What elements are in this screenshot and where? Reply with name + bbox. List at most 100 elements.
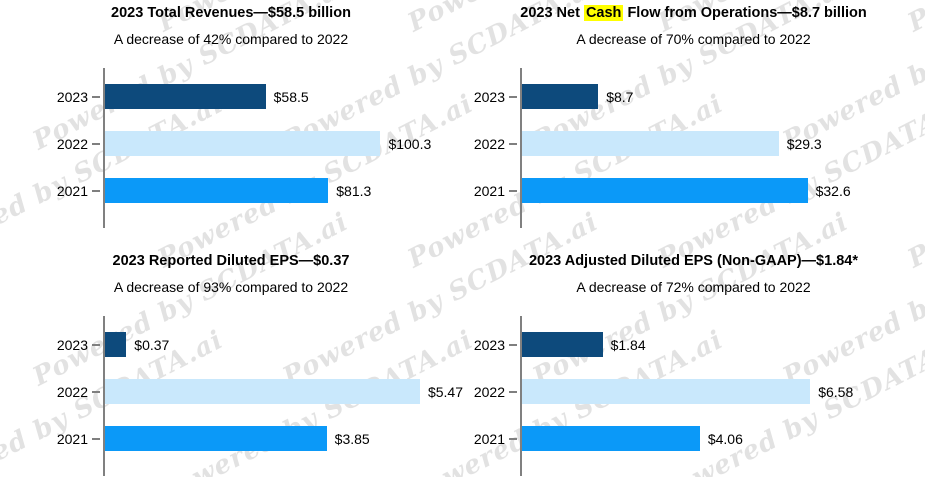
bar-2023 xyxy=(522,332,603,357)
bar-2023 xyxy=(105,84,266,109)
axis-tick xyxy=(509,95,517,98)
bar-area: $1.84 xyxy=(520,332,925,357)
year-label: 2023 xyxy=(56,336,88,353)
chart-title: 2023 Net Cash Flow from Operations—$8.7 … xyxy=(462,4,925,22)
value-label: $0.37 xyxy=(134,336,170,353)
value-label: $29.3 xyxy=(786,135,822,152)
bar-row-2021: 2021 $3.85 xyxy=(0,415,462,462)
chart-title: 2023 Total Revenues—$58.5 billion xyxy=(0,4,462,22)
bar-2021 xyxy=(522,426,700,451)
chart-net-cash-flow: 2023 Net Cash Flow from Operations—$8.7 … xyxy=(462,0,925,248)
title-text: 2023 Net xyxy=(520,5,584,21)
axis-tick xyxy=(92,390,100,393)
year-label: 2022 xyxy=(56,135,88,152)
bar-row-2023: 2023 $8.7 xyxy=(462,73,925,120)
bar-row-2023: 2023 $1.84 xyxy=(462,321,925,368)
y-axis-line xyxy=(103,316,105,476)
chart-adjusted-diluted-eps: 2023 Adjusted Diluted EPS (Non-GAAP)—$1.… xyxy=(462,248,925,477)
y-axis-line xyxy=(103,68,105,228)
bar-row-2021: 2021 $81.3 xyxy=(0,167,462,214)
bar-area: $0.37 xyxy=(103,332,462,357)
title-text: 2023 Reported Diluted EPS—$0.37 xyxy=(112,253,350,269)
plot-area: 2023 $58.5 2022 $100.3 2021 $81.3 xyxy=(0,68,462,228)
y-axis-line xyxy=(520,316,522,476)
year-label: 2022 xyxy=(56,383,88,400)
year-label: 2021 xyxy=(56,182,88,199)
title-text: 2023 Adjusted Diluted EPS (Non-GAAP)—$1.… xyxy=(528,253,858,269)
bar-area: $58.5 xyxy=(103,84,462,109)
value-label: $58.5 xyxy=(273,88,309,105)
year-label: 2023 xyxy=(56,88,88,105)
bar-row-2021: 2021 $32.6 xyxy=(462,167,925,214)
bar-row-2022: 2022 $5.47 xyxy=(0,368,463,415)
bar-area: $4.06 xyxy=(520,426,925,451)
value-label: $6.58 xyxy=(818,383,854,400)
bar-area: $6.58 xyxy=(520,379,925,404)
bar-area: $81.3 xyxy=(103,178,462,203)
value-label: $32.6 xyxy=(815,182,851,199)
bar-2022 xyxy=(522,131,779,156)
chart-subtitle: A decrease of 93% compared to 2022 xyxy=(113,279,349,295)
title-text: 2023 Total Revenues—$58.5 billion xyxy=(111,5,351,21)
bar-area: $8.7 xyxy=(520,84,925,109)
title-text: Flow from Operations—$8.7 billion xyxy=(623,5,867,21)
plot-area: 2023 $0.37 2022 $5.47 2021 $3.85 xyxy=(0,316,463,476)
bar-area: $32.6 xyxy=(520,178,925,203)
axis-tick xyxy=(509,343,517,346)
year-label: 2021 xyxy=(473,430,505,447)
bar-row-2023: 2023 $0.37 xyxy=(0,321,462,368)
value-label: $81.3 xyxy=(336,182,372,199)
chart-title: 2023 Reported Diluted EPS—$0.37 xyxy=(0,252,462,270)
axis-tick xyxy=(92,142,100,145)
chart-total-revenues: 2023 Total Revenues—$58.5 billion A decr… xyxy=(0,0,462,248)
bar-row-2022: 2022 $6.58 xyxy=(462,368,925,415)
axis-tick xyxy=(92,343,100,346)
year-label: 2022 xyxy=(473,135,505,152)
plot-area: 2023 $8.7 2022 $29.3 2021 $32.6 xyxy=(462,68,925,228)
bar-area: $29.3 xyxy=(520,131,925,156)
highlighted-title-word: Cash xyxy=(583,5,624,21)
plot-area: 2023 $1.84 2022 $6.58 2021 $4.06 xyxy=(462,316,925,476)
bar-row-2022: 2022 $100.3 xyxy=(0,120,462,167)
year-label: 2023 xyxy=(473,88,505,105)
year-label: 2023 xyxy=(473,336,505,353)
axis-tick xyxy=(509,142,517,145)
bar-area: $100.3 xyxy=(103,131,462,156)
bar-2021 xyxy=(522,178,808,203)
value-label: $8.7 xyxy=(606,88,634,105)
bar-2023 xyxy=(105,332,127,357)
bar-2023 xyxy=(522,84,599,109)
value-label: $5.47 xyxy=(427,383,463,400)
value-label: $3.85 xyxy=(334,430,370,447)
axis-tick xyxy=(92,437,100,440)
y-axis-line xyxy=(520,68,522,228)
year-label: 2022 xyxy=(473,383,505,400)
bar-2021 xyxy=(105,426,327,451)
bar-2022 xyxy=(105,379,420,404)
bar-area: $3.85 xyxy=(103,426,462,451)
bar-row-2022: 2022 $29.3 xyxy=(462,120,925,167)
axis-tick xyxy=(509,390,517,393)
year-label: 2021 xyxy=(56,430,88,447)
value-label: $1.84 xyxy=(610,336,646,353)
chart-reported-diluted-eps: 2023 Reported Diluted EPS—$0.37 A decrea… xyxy=(0,248,463,477)
year-label: 2021 xyxy=(473,182,505,199)
bar-row-2023: 2023 $58.5 xyxy=(0,73,462,120)
axis-tick xyxy=(509,189,517,192)
value-label: $4.06 xyxy=(707,430,743,447)
bar-2022 xyxy=(522,379,811,404)
bar-row-2021: 2021 $4.06 xyxy=(462,415,925,462)
axis-tick xyxy=(509,437,517,440)
bar-2022 xyxy=(105,131,381,156)
chart-subtitle: A decrease of 72% compared to 2022 xyxy=(576,279,811,295)
bar-area: $5.47 xyxy=(103,379,463,404)
chart-subtitle: A decrease of 42% compared to 2022 xyxy=(113,31,349,47)
axis-tick xyxy=(92,95,100,98)
axis-tick xyxy=(92,189,100,192)
value-label: $100.3 xyxy=(388,135,432,152)
bar-2021 xyxy=(105,178,329,203)
chart-subtitle: A decrease of 70% compared to 2022 xyxy=(576,31,811,47)
chart-title: 2023 Adjusted Diluted EPS (Non-GAAP)—$1.… xyxy=(462,252,925,270)
